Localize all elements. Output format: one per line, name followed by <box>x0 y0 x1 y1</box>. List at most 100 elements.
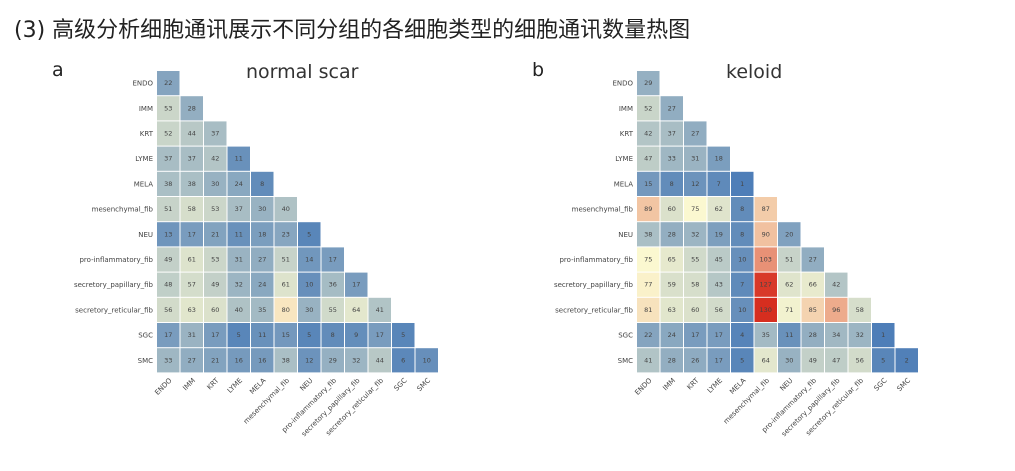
cell-value: 27 <box>668 104 676 112</box>
heatmap-cell <box>227 323 250 348</box>
cell-value: 5 <box>307 230 311 238</box>
heatmap-cell <box>274 247 297 272</box>
row-label: KRT <box>140 130 154 138</box>
cell-value: 30 <box>305 306 313 314</box>
cell-value: 1 <box>881 331 885 339</box>
heatmap-cell <box>157 323 180 348</box>
cell-value: 49 <box>211 281 219 289</box>
cell-value: 40 <box>282 205 290 213</box>
cell-value: 12 <box>691 180 699 188</box>
heatmap-cell <box>157 247 180 272</box>
heatmap-cell <box>731 197 754 222</box>
cell-value: 21 <box>211 230 219 238</box>
cell-value: 31 <box>188 331 196 339</box>
column-label: SMC <box>896 376 913 393</box>
cell-value: 6 <box>401 356 405 364</box>
cell-value: 10 <box>423 356 431 364</box>
heatmap-cell <box>298 348 321 373</box>
column-label: LYME <box>226 377 244 395</box>
cell-value: 48 <box>164 281 172 289</box>
cell-value: 31 <box>235 256 243 264</box>
page-title: (3) 高级分析细胞通讯展示不同分组的各细胞类型的细胞通讯数量热图 <box>14 18 691 43</box>
heatmap-cell <box>660 197 683 222</box>
heatmap-cell <box>204 121 227 146</box>
heatmap-cell <box>707 171 730 196</box>
cell-value: 17 <box>715 356 723 364</box>
row-label: secretory_papillary_fib <box>554 281 634 289</box>
cell-value: 33 <box>164 356 172 364</box>
cell-value: 60 <box>211 306 219 314</box>
cell-value: 64 <box>352 306 360 314</box>
heatmap-cell <box>684 348 707 373</box>
cell-value: 32 <box>691 230 699 238</box>
column-label: SGC <box>872 376 888 392</box>
cell-value: 42 <box>832 281 840 289</box>
cell-value: 55 <box>329 306 337 314</box>
heatmap-cell <box>637 197 660 222</box>
cell-value: 51 <box>282 256 290 264</box>
cell-value: 45 <box>715 256 723 264</box>
heatmap-cell <box>754 348 777 373</box>
heatmap-cell <box>660 297 683 322</box>
heatmap-cell <box>251 272 274 297</box>
heatmap-cell <box>754 272 777 297</box>
heatmap-cell <box>204 323 227 348</box>
heatmap-cell <box>660 323 683 348</box>
cell-value: 63 <box>188 306 196 314</box>
heatmap-cell <box>660 348 683 373</box>
cell-value: 21 <box>211 356 219 364</box>
heatmap-cell <box>684 197 707 222</box>
heatmap-cell <box>637 146 660 171</box>
cell-value: 10 <box>738 306 746 314</box>
cell-value: 29 <box>644 79 652 87</box>
heatmap-cell <box>298 247 321 272</box>
heatmap-cell <box>227 222 250 247</box>
cell-value: 51 <box>164 205 172 213</box>
cell-value: 49 <box>809 356 817 364</box>
heatmap-cell <box>872 348 895 373</box>
heatmap-cell <box>180 247 203 272</box>
heatmap-cell <box>204 348 227 373</box>
cell-value: 17 <box>376 331 384 339</box>
heatmap-cell <box>801 272 824 297</box>
cell-value: 17 <box>188 230 196 238</box>
heatmap-cell <box>157 121 180 146</box>
cell-value: 62 <box>785 281 793 289</box>
panel-title: normal scar <box>246 61 359 83</box>
cell-value: 19 <box>715 230 723 238</box>
heatmap-cell <box>731 272 754 297</box>
heatmap-cell <box>345 297 368 322</box>
cell-value: 57 <box>188 281 196 289</box>
row-label: NEU <box>618 231 633 239</box>
cell-value: 1 <box>740 180 744 188</box>
heatmap-cell <box>825 323 848 348</box>
heatmap-cell <box>848 323 871 348</box>
cell-value: 28 <box>188 104 196 112</box>
panel-letter: b <box>532 59 544 81</box>
cell-value: 44 <box>188 130 196 138</box>
row-label: ENDO <box>612 80 633 88</box>
cell-value: 75 <box>691 205 699 213</box>
cell-value: 36 <box>329 281 337 289</box>
cell-value: 51 <box>785 256 793 264</box>
heatmap-cell <box>684 121 707 146</box>
row-label: KRT <box>620 130 634 138</box>
cell-value: 17 <box>164 331 172 339</box>
cell-value: 22 <box>644 331 652 339</box>
heatmap-cell <box>251 197 274 222</box>
cell-value: 11 <box>235 230 243 238</box>
cell-value: 130 <box>760 306 772 314</box>
cell-value: 42 <box>644 130 652 138</box>
heatmap-cell <box>801 348 824 373</box>
heatmap-cell <box>227 146 250 171</box>
cell-value: 24 <box>258 281 266 289</box>
cell-value: 15 <box>282 331 290 339</box>
column-label: NEU <box>298 377 314 393</box>
heatmap-cell <box>660 146 683 171</box>
heatmap-cell <box>778 323 801 348</box>
heatmap-cell <box>298 272 321 297</box>
cell-value: 8 <box>740 230 744 238</box>
heatmap-cell <box>707 197 730 222</box>
heatmap-cell <box>157 71 180 96</box>
